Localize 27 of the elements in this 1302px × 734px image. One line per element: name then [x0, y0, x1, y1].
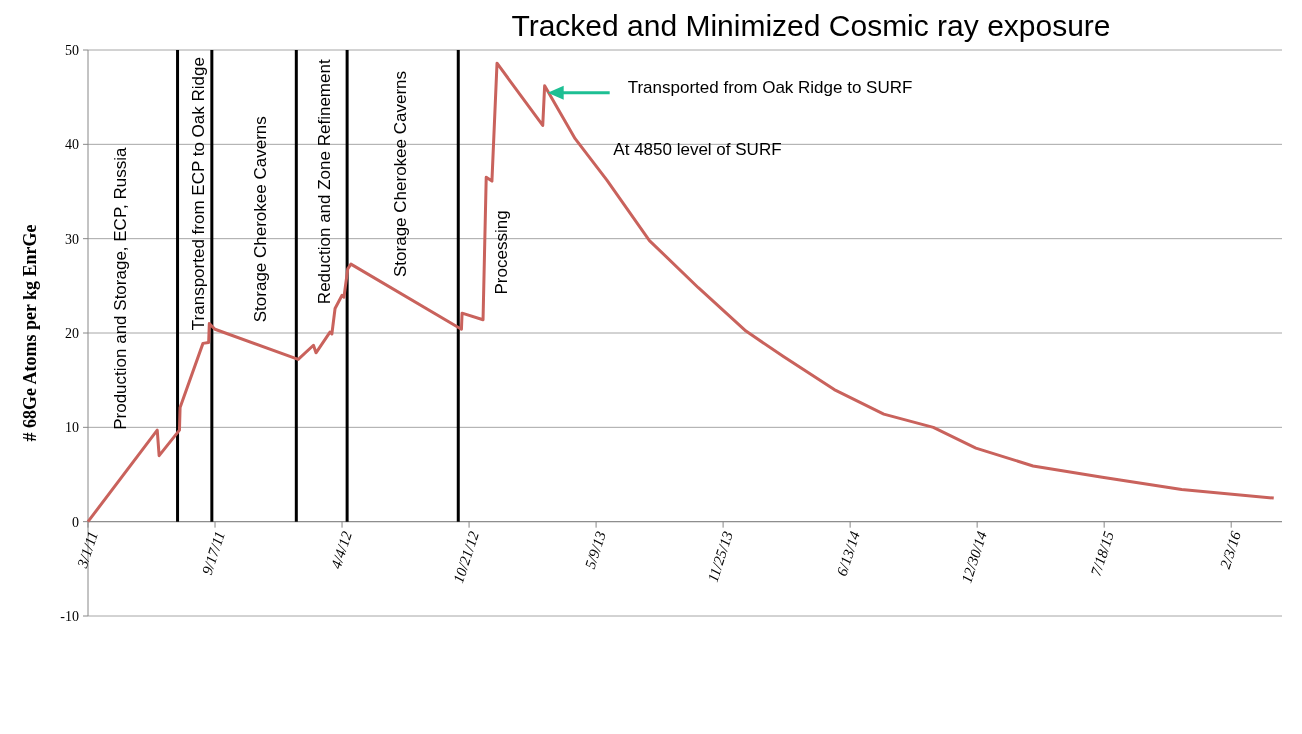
annotation: Production and Storage, ECP, Russia	[111, 147, 131, 430]
y-tick-label: 30	[65, 231, 79, 247]
y-tick-label: -10	[60, 608, 79, 624]
y-tick-label: 0	[72, 514, 79, 530]
annotation: Processing	[492, 210, 512, 295]
chart-title: Tracked and Minimized Cosmic ray exposure	[511, 9, 1111, 42]
x-tick-label: 12/30/14	[958, 528, 991, 585]
annotation: Reduction and Zone Refinement	[315, 59, 335, 305]
annotation: At 4850 level of SURF	[613, 140, 782, 159]
annotation: Storage Cherokee Caverns	[390, 70, 410, 277]
y-tick-label: 20	[65, 325, 79, 341]
x-tick-label: 10/21/12	[450, 528, 483, 585]
y-tick-label: 50	[65, 42, 79, 58]
annotation: Transported from Oak Ridge to SURF	[627, 77, 913, 97]
x-tick-label: 3/1/11	[73, 529, 101, 571]
x-tick-label: 6/13/14	[833, 528, 864, 578]
x-tick-label: 9/17/11	[198, 529, 228, 577]
x-tick-label: 2/3/16	[1216, 528, 1245, 571]
x-tick-label: 4/4/12	[327, 528, 356, 571]
y-tick-label: 10	[65, 420, 79, 436]
x-tick-label: 7/18/15	[1087, 528, 1118, 578]
x-tick-label: 11/25/13	[704, 529, 736, 584]
annotation: Transported from ECP to Oak Ridge	[188, 57, 208, 331]
y-axis-title: # 68Ge Atoms per kg EnrGe	[20, 224, 40, 442]
annotation: Storage Cherokee Caverns	[250, 116, 270, 323]
y-tick-label: 40	[65, 137, 79, 153]
x-tick-label: 5/9/13	[581, 529, 609, 571]
